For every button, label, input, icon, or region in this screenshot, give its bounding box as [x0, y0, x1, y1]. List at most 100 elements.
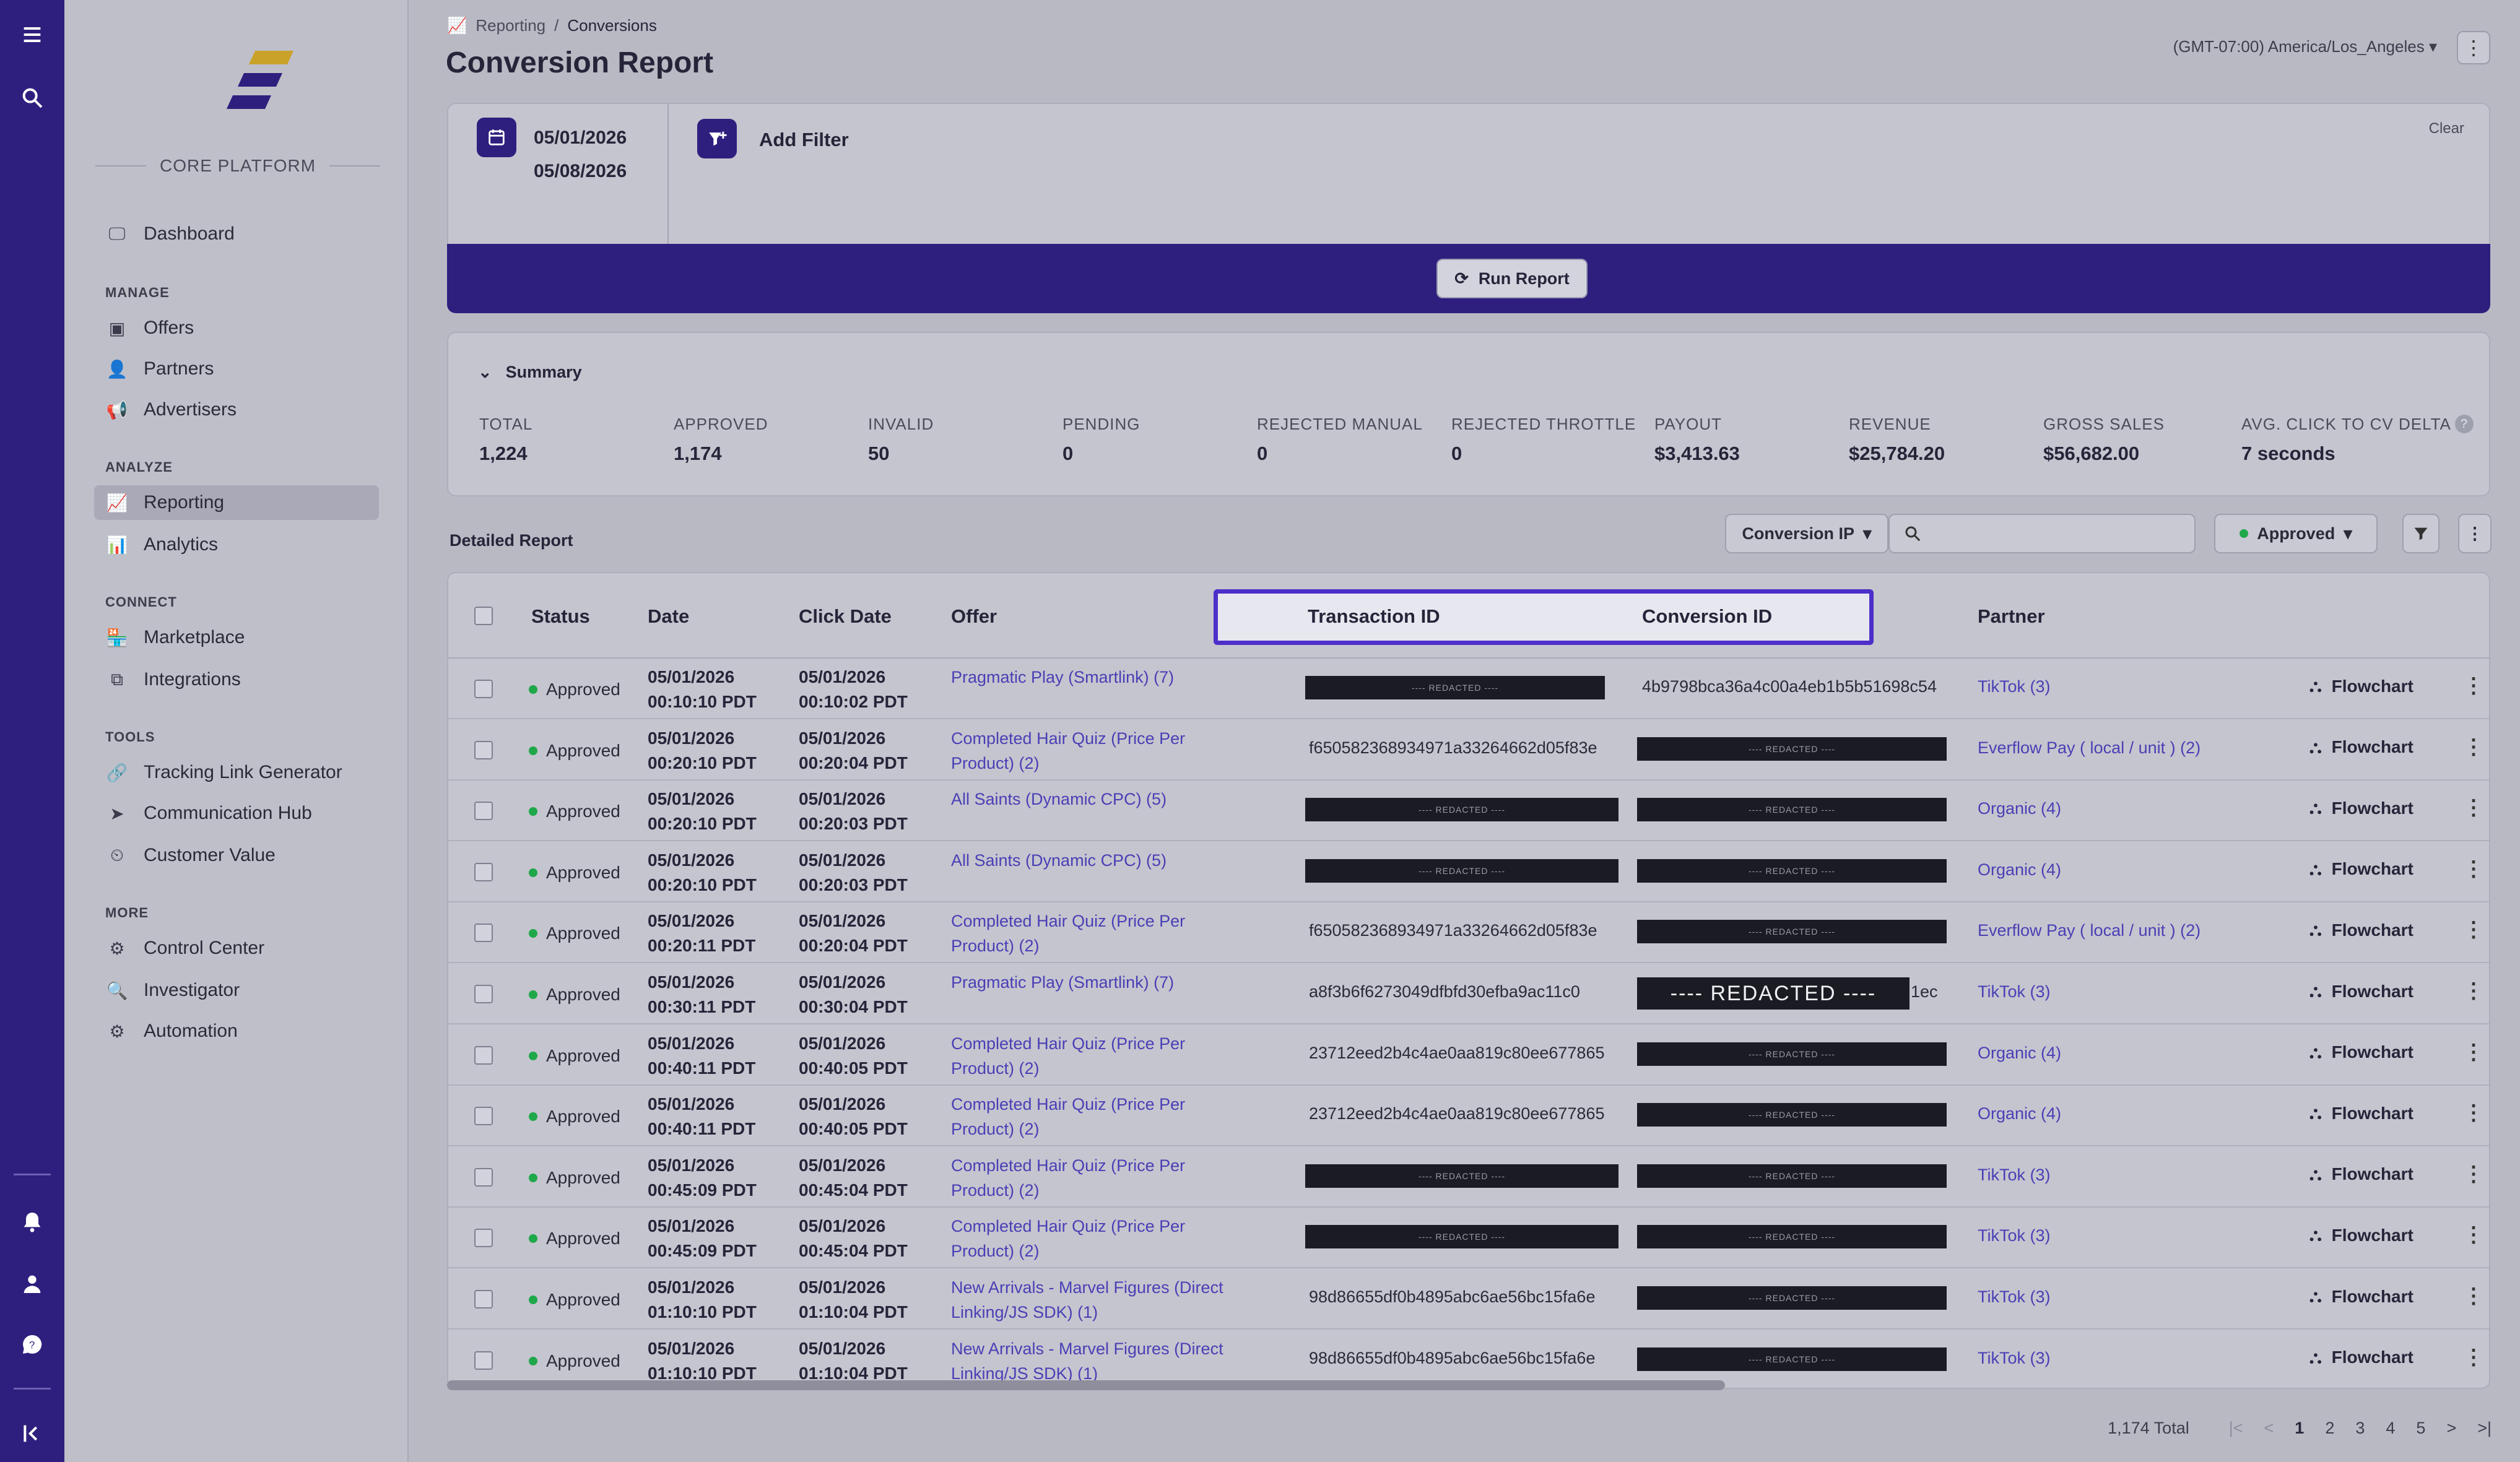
row-menu-button[interactable]: ⋮ — [2463, 1101, 2484, 1125]
page-3[interactable]: 3 — [2355, 1419, 2365, 1437]
partner-link[interactable]: Organic (4) — [1978, 1104, 2062, 1123]
partner-link[interactable]: TikTok (3) — [1978, 1226, 2051, 1245]
col-conversion-id[interactable]: Conversion ID — [1642, 605, 1773, 627]
col-offer[interactable]: Offer — [951, 605, 997, 627]
partner-link[interactable]: TikTok (3) — [1978, 1287, 2051, 1306]
collapse-icon[interactable] — [11, 1412, 53, 1455]
partner-link[interactable]: Organic (4) — [1978, 1043, 2062, 1062]
flowchart-button[interactable]: ⛬ Flowchart — [2309, 1042, 2414, 1063]
row-menu-button[interactable]: ⋮ — [2463, 918, 2484, 942]
flowchart-button[interactable]: ⛬ Flowchart — [2309, 1347, 2414, 1368]
offer-link[interactable]: Completed Hair Quiz (Price Per Product) … — [951, 729, 1186, 772]
search-field-select[interactable]: Conversion IP ▾ — [1725, 514, 1888, 553]
table-row[interactable]: Approved 05/01/2026 01:10:10 PDT 05/01/2026… — [448, 1269, 2489, 1330]
partner-link[interactable]: TikTok (3) — [1978, 1165, 2051, 1184]
first-page-button[interactable]: |< — [2228, 1419, 2243, 1437]
row-checkbox[interactable] — [474, 862, 493, 881]
page-5[interactable]: 5 — [2416, 1419, 2426, 1437]
help-chat-icon[interactable]: ? — [11, 1323, 53, 1365]
page-1[interactable]: 1 — [2295, 1419, 2305, 1437]
offer-link[interactable]: Completed Hair Quiz (Price Per Product) … — [951, 1034, 1186, 1078]
search-icon[interactable] — [11, 77, 53, 119]
row-menu-button[interactable]: ⋮ — [2463, 1223, 2484, 1247]
last-page-button[interactable]: >| — [2477, 1419, 2492, 1437]
nav-partners[interactable]: 👤 Partners — [94, 352, 379, 386]
offer-link[interactable]: Completed Hair Quiz (Price Per Product) … — [951, 1095, 1186, 1139]
page-4[interactable]: 4 — [2386, 1419, 2396, 1437]
status-filter-select[interactable]: Approved ▾ — [2214, 514, 2378, 553]
offer-link[interactable]: Completed Hair Quiz (Price Per Product) … — [951, 912, 1186, 956]
nav-automation[interactable]: ⚙ Automation — [94, 1014, 379, 1049]
flowchart-button[interactable]: ⛬ Flowchart — [2309, 981, 2414, 1001]
offer-link[interactable]: Pragmatic Play (Smartlink) (7) — [951, 668, 1175, 686]
row-checkbox[interactable] — [474, 1107, 493, 1126]
table-row[interactable]: Approved 05/01/2026 00:20:11 PDT 05/01/2026… — [448, 902, 2489, 964]
nav-communication-hub[interactable]: ➤ Communication Hub — [94, 796, 379, 831]
row-checkbox[interactable] — [474, 923, 493, 943]
table-row[interactable]: Approved 05/01/2026 00:10:10 PDT 05/01/2026… — [448, 659, 2489, 719]
partner-link[interactable]: Everflow Pay ( local / unit ) (2) — [1978, 921, 2201, 940]
clear-button[interactable]: Clear — [2428, 120, 2464, 137]
row-menu-button[interactable]: ⋮ — [2463, 857, 2484, 881]
flowchart-button[interactable]: ⛬ Flowchart — [2309, 1286, 2414, 1307]
nav-integrations[interactable]: ⧉ Integrations — [94, 662, 379, 697]
select-all-checkbox[interactable] — [474, 607, 493, 625]
row-checkbox[interactable] — [474, 802, 493, 821]
offer-link[interactable]: Completed Hair Quiz (Price Per Product) … — [951, 1156, 1186, 1200]
partner-link[interactable]: Everflow Pay ( local / unit ) (2) — [1978, 738, 2201, 757]
flowchart-button[interactable]: ⛬ Flowchart — [2309, 676, 2414, 696]
nav-investigator[interactable]: 🔍 Investigator — [94, 973, 379, 1008]
row-menu-button[interactable]: ⋮ — [2463, 979, 2484, 1003]
calendar-icon[interactable] — [477, 118, 516, 157]
table-row[interactable]: Approved 05/01/2026 01:10:10 PDT 05/01/2026… — [448, 1330, 2489, 1388]
flowchart-button[interactable]: ⛬ Flowchart — [2309, 1103, 2414, 1123]
nav-control-center[interactable]: ⚙ Control Center — [94, 931, 379, 966]
breadcrumb-reporting[interactable]: Reporting — [476, 16, 546, 35]
nav-advertisers[interactable]: 📢 Advertisers — [94, 392, 379, 427]
flowchart-button[interactable]: ⛬ Flowchart — [2309, 798, 2414, 818]
offer-link[interactable]: All Saints (Dynamic CPC) (5) — [951, 790, 1167, 809]
table-row[interactable]: Approved 05/01/2026 00:20:10 PDT 05/01/2026… — [448, 781, 2489, 842]
user-icon[interactable] — [11, 1263, 53, 1305]
col-transaction-id[interactable]: Transaction ID — [1308, 605, 1440, 627]
run-report-button[interactable]: ⟳ Run Report — [1436, 259, 1588, 298]
bell-icon[interactable] — [11, 1201, 53, 1243]
offer-link[interactable]: Pragmatic Play (Smartlink) (7) — [951, 973, 1175, 992]
row-checkbox[interactable] — [474, 680, 493, 698]
table-row[interactable]: Approved 05/01/2026 00:20:10 PDT 05/01/2026… — [448, 842, 2489, 902]
flowchart-button[interactable]: ⛬ Flowchart — [2309, 737, 2414, 758]
flowchart-button[interactable]: ⛬ Flowchart — [2309, 1225, 2414, 1245]
partner-link[interactable]: TikTok (3) — [1978, 677, 2051, 696]
row-menu-button[interactable]: ⋮ — [2463, 735, 2484, 759]
search-input[interactable] — [1888, 514, 2196, 553]
row-checkbox[interactable] — [474, 1045, 493, 1065]
flowchart-button[interactable]: ⛬ Flowchart — [2309, 859, 2414, 880]
timezone-select[interactable]: (GMT-07:00) America/Los_Angeles ▾ — [2173, 37, 2437, 56]
offer-link[interactable]: New Arrivals - Marvel Figures (Direct Li… — [951, 1339, 1223, 1383]
table-row[interactable]: Approved 05/01/2026 00:40:11 PDT 05/01/2026… — [448, 1086, 2489, 1147]
help-icon[interactable]: ? — [2454, 415, 2474, 433]
col-date[interactable]: Date — [648, 605, 690, 627]
row-checkbox[interactable] — [474, 985, 493, 1003]
table-row[interactable]: Approved 05/01/2026 00:30:11 PDT 05/01/2026… — [448, 964, 2489, 1024]
row-checkbox[interactable] — [474, 1351, 493, 1370]
prev-page-button[interactable]: < — [2264, 1419, 2274, 1437]
add-filter-icon[interactable] — [697, 119, 737, 158]
row-checkbox[interactable] — [474, 1229, 493, 1248]
row-menu-button[interactable]: ⋮ — [2463, 796, 2484, 820]
offer-link[interactable]: All Saints (Dynamic CPC) (5) — [951, 850, 1167, 870]
summary-toggle[interactable]: ⌄ Summary — [478, 363, 582, 382]
date-range[interactable]: 05/01/2026 05/08/2026 — [534, 121, 627, 188]
nav-customer-value[interactable]: ⏲ Customer Value — [94, 838, 379, 873]
next-page-button[interactable]: > — [2446, 1419, 2457, 1437]
nav-dashboard[interactable]: 🖵 Dashboard — [94, 217, 379, 251]
nav-offers[interactable]: ▣ Offers — [94, 311, 379, 345]
offer-link[interactable]: New Arrivals - Marvel Figures (Direct Li… — [951, 1278, 1223, 1321]
horizontal-scrollbar[interactable] — [447, 1380, 1725, 1390]
row-menu-button[interactable]: ⋮ — [2463, 1284, 2484, 1308]
row-menu-button[interactable]: ⋮ — [2463, 674, 2484, 698]
page-menu-button[interactable]: ⋮ — [2457, 31, 2490, 64]
partner-link[interactable]: Organic (4) — [1978, 799, 2062, 818]
offer-link[interactable]: Completed Hair Quiz (Price Per Product) … — [951, 1217, 1186, 1261]
table-row[interactable]: Approved 05/01/2026 00:20:10 PDT 05/01/2026… — [448, 720, 2489, 781]
